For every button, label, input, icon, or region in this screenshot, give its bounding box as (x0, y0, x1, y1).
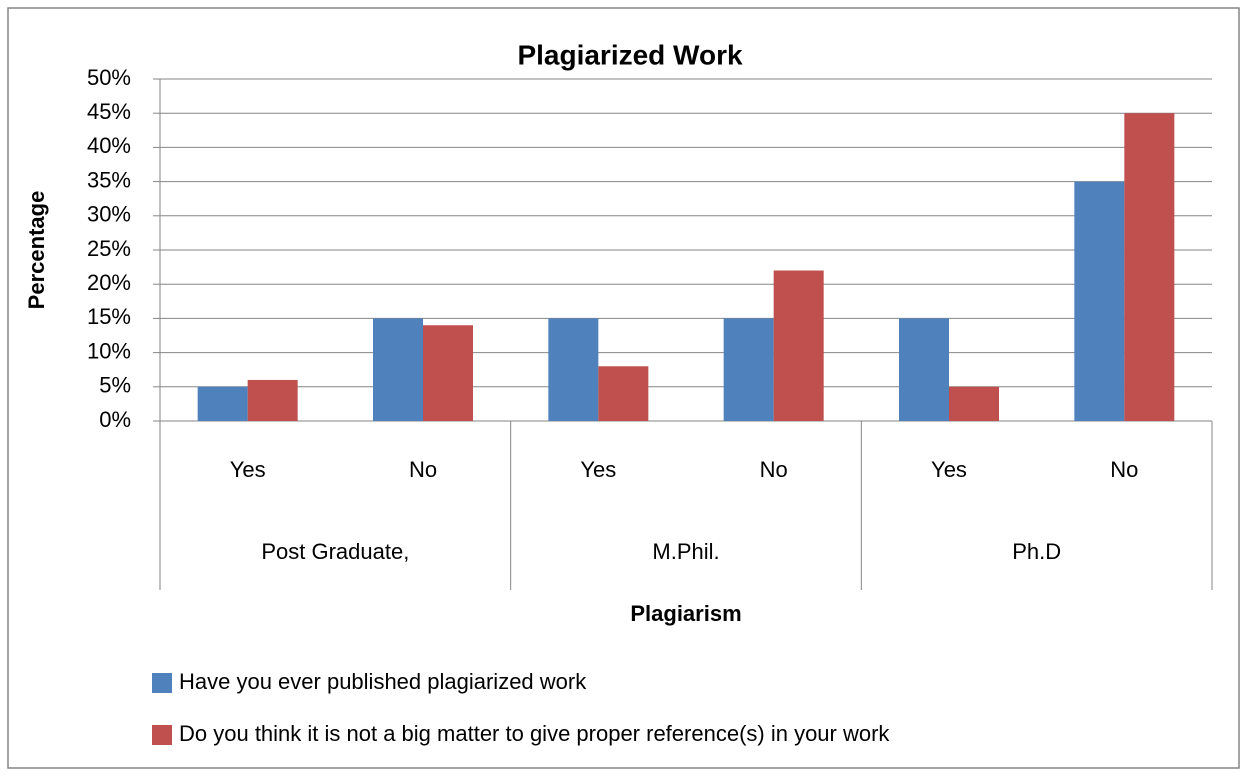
y-axis-title: Percentage (24, 191, 49, 310)
legend-label: Have you ever published plagiarized work (179, 669, 587, 694)
bar (773, 270, 824, 421)
legend-label: Do you think it is not a big matter to g… (179, 721, 890, 746)
y-tick-label: 0% (99, 407, 131, 432)
bar (197, 386, 248, 421)
legend-swatch (152, 725, 172, 745)
x-tick-label: No (760, 457, 788, 482)
chart-title: Plagiarized Work (517, 39, 743, 70)
x-tick-label: No (1110, 457, 1138, 482)
x-tick-label: No (409, 457, 437, 482)
y-tick-label: 5% (99, 373, 131, 398)
x-tick-label: Yes (931, 457, 967, 482)
y-tick-label: 10% (87, 338, 131, 363)
group-label: Ph.D (1012, 539, 1061, 564)
bar (247, 379, 298, 421)
bar (949, 386, 999, 421)
bar (548, 318, 599, 421)
bar (723, 318, 774, 421)
y-tick-label: 25% (87, 236, 131, 261)
y-tick-label: 30% (87, 202, 131, 227)
x-tick-label: Yes (230, 457, 266, 482)
group-label: Post Graduate, (261, 539, 409, 564)
bar (598, 366, 649, 421)
y-tick-label: 50% (87, 65, 131, 90)
bar (423, 325, 473, 421)
x-axis-title: Plagiarism (630, 601, 741, 626)
bar (1124, 113, 1175, 421)
y-tick-label: 15% (87, 304, 131, 329)
group-label: M.Phil. (652, 539, 719, 564)
bar (899, 318, 949, 421)
legend-swatch (152, 673, 172, 693)
bar (373, 318, 423, 421)
y-tick-label: 35% (87, 167, 131, 192)
y-tick-label: 40% (87, 133, 131, 158)
bar (1074, 181, 1125, 421)
y-tick-label: 20% (87, 270, 131, 295)
y-tick-label: 45% (87, 99, 131, 124)
x-tick-label: Yes (580, 457, 616, 482)
